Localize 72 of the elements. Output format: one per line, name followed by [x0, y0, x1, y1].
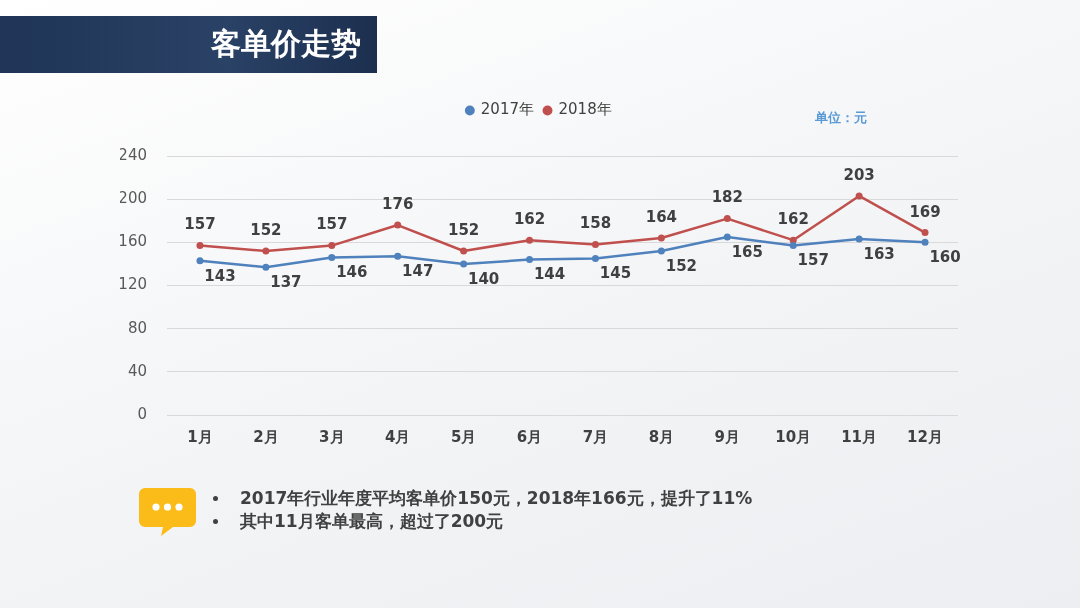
data-label: 137: [270, 273, 302, 292]
y-tick-label: 160: [118, 232, 147, 251]
point: [657, 234, 665, 242]
point: [328, 253, 336, 261]
point: [196, 242, 204, 250]
data-label: 140: [467, 269, 500, 288]
data-label: 162: [513, 210, 546, 229]
text: 其中11月客单最高，超过了200元: [240, 510, 504, 533]
x-tick-label: 5月: [450, 427, 477, 446]
text: 单位：元: [815, 109, 867, 127]
point: [591, 255, 599, 263]
y-tick-label: 240: [118, 145, 147, 164]
data-label: 143: [204, 266, 236, 285]
data-label: 203: [843, 165, 875, 184]
point: [921, 238, 929, 246]
data-label: 182: [711, 188, 743, 207]
x-tick-label: 12月: [907, 427, 943, 446]
point: [855, 192, 863, 200]
point: [526, 236, 534, 244]
x-tick-label: 6月: [516, 427, 543, 446]
x-tick-label: 2月: [253, 427, 279, 446]
x-tick-label: 4月: [384, 427, 411, 446]
data-label: 157: [797, 251, 829, 270]
y-tick-label: 80: [127, 318, 147, 337]
legend-label: 2017年: [480, 100, 535, 119]
data-label: 152: [665, 256, 698, 275]
data-label: 152: [250, 220, 282, 239]
point: [789, 242, 797, 250]
point: [196, 257, 204, 265]
point: [723, 233, 731, 241]
data-label: 157: [184, 215, 216, 234]
point: [591, 240, 599, 248]
y-tick-label: 200: [118, 189, 147, 208]
point: [262, 247, 270, 255]
y-tick-label: 0: [137, 404, 147, 423]
point: [328, 242, 336, 250]
text: 2017年行业年度平均客单价150元，2018年166元，提升了11%: [240, 487, 753, 510]
x-tick-label: 7月: [582, 427, 609, 446]
point: [921, 229, 929, 237]
x-tick-label: 8月: [648, 427, 675, 446]
point: [394, 252, 402, 260]
legend-label: 2018年: [558, 100, 612, 119]
point: [657, 247, 665, 255]
data-label: 157: [316, 215, 348, 234]
x-tick-label: 11月: [841, 427, 878, 446]
x-tick-label: 1月: [187, 427, 213, 446]
data-label: 147: [402, 262, 434, 281]
x-tick-label: 10月: [775, 427, 812, 446]
chart-title: 客单价走势: [211, 25, 361, 63]
point: [723, 215, 731, 223]
data-label: 146: [336, 263, 368, 282]
x-tick-label: 3月: [319, 427, 345, 446]
y-tick-label: 40: [127, 361, 147, 380]
y-tick-label: 120: [118, 275, 147, 294]
point: [460, 247, 468, 255]
point: [855, 235, 863, 243]
point: [262, 263, 270, 271]
x-tick-label: 9月: [714, 427, 741, 446]
data-label: 176: [382, 194, 414, 213]
data-label: 145: [599, 264, 632, 283]
data-label: 158: [579, 214, 612, 233]
point: [394, 221, 402, 229]
data-label: 160: [929, 248, 961, 267]
point: [460, 260, 468, 268]
data-label: 144: [533, 265, 566, 284]
data-label: 163: [863, 244, 895, 263]
point: [526, 256, 534, 264]
data-label: 169: [909, 202, 941, 221]
data-label: 165: [731, 242, 763, 261]
data-label: 164: [645, 207, 678, 226]
data-label: 152: [447, 220, 480, 239]
data-label: 162: [777, 210, 809, 229]
